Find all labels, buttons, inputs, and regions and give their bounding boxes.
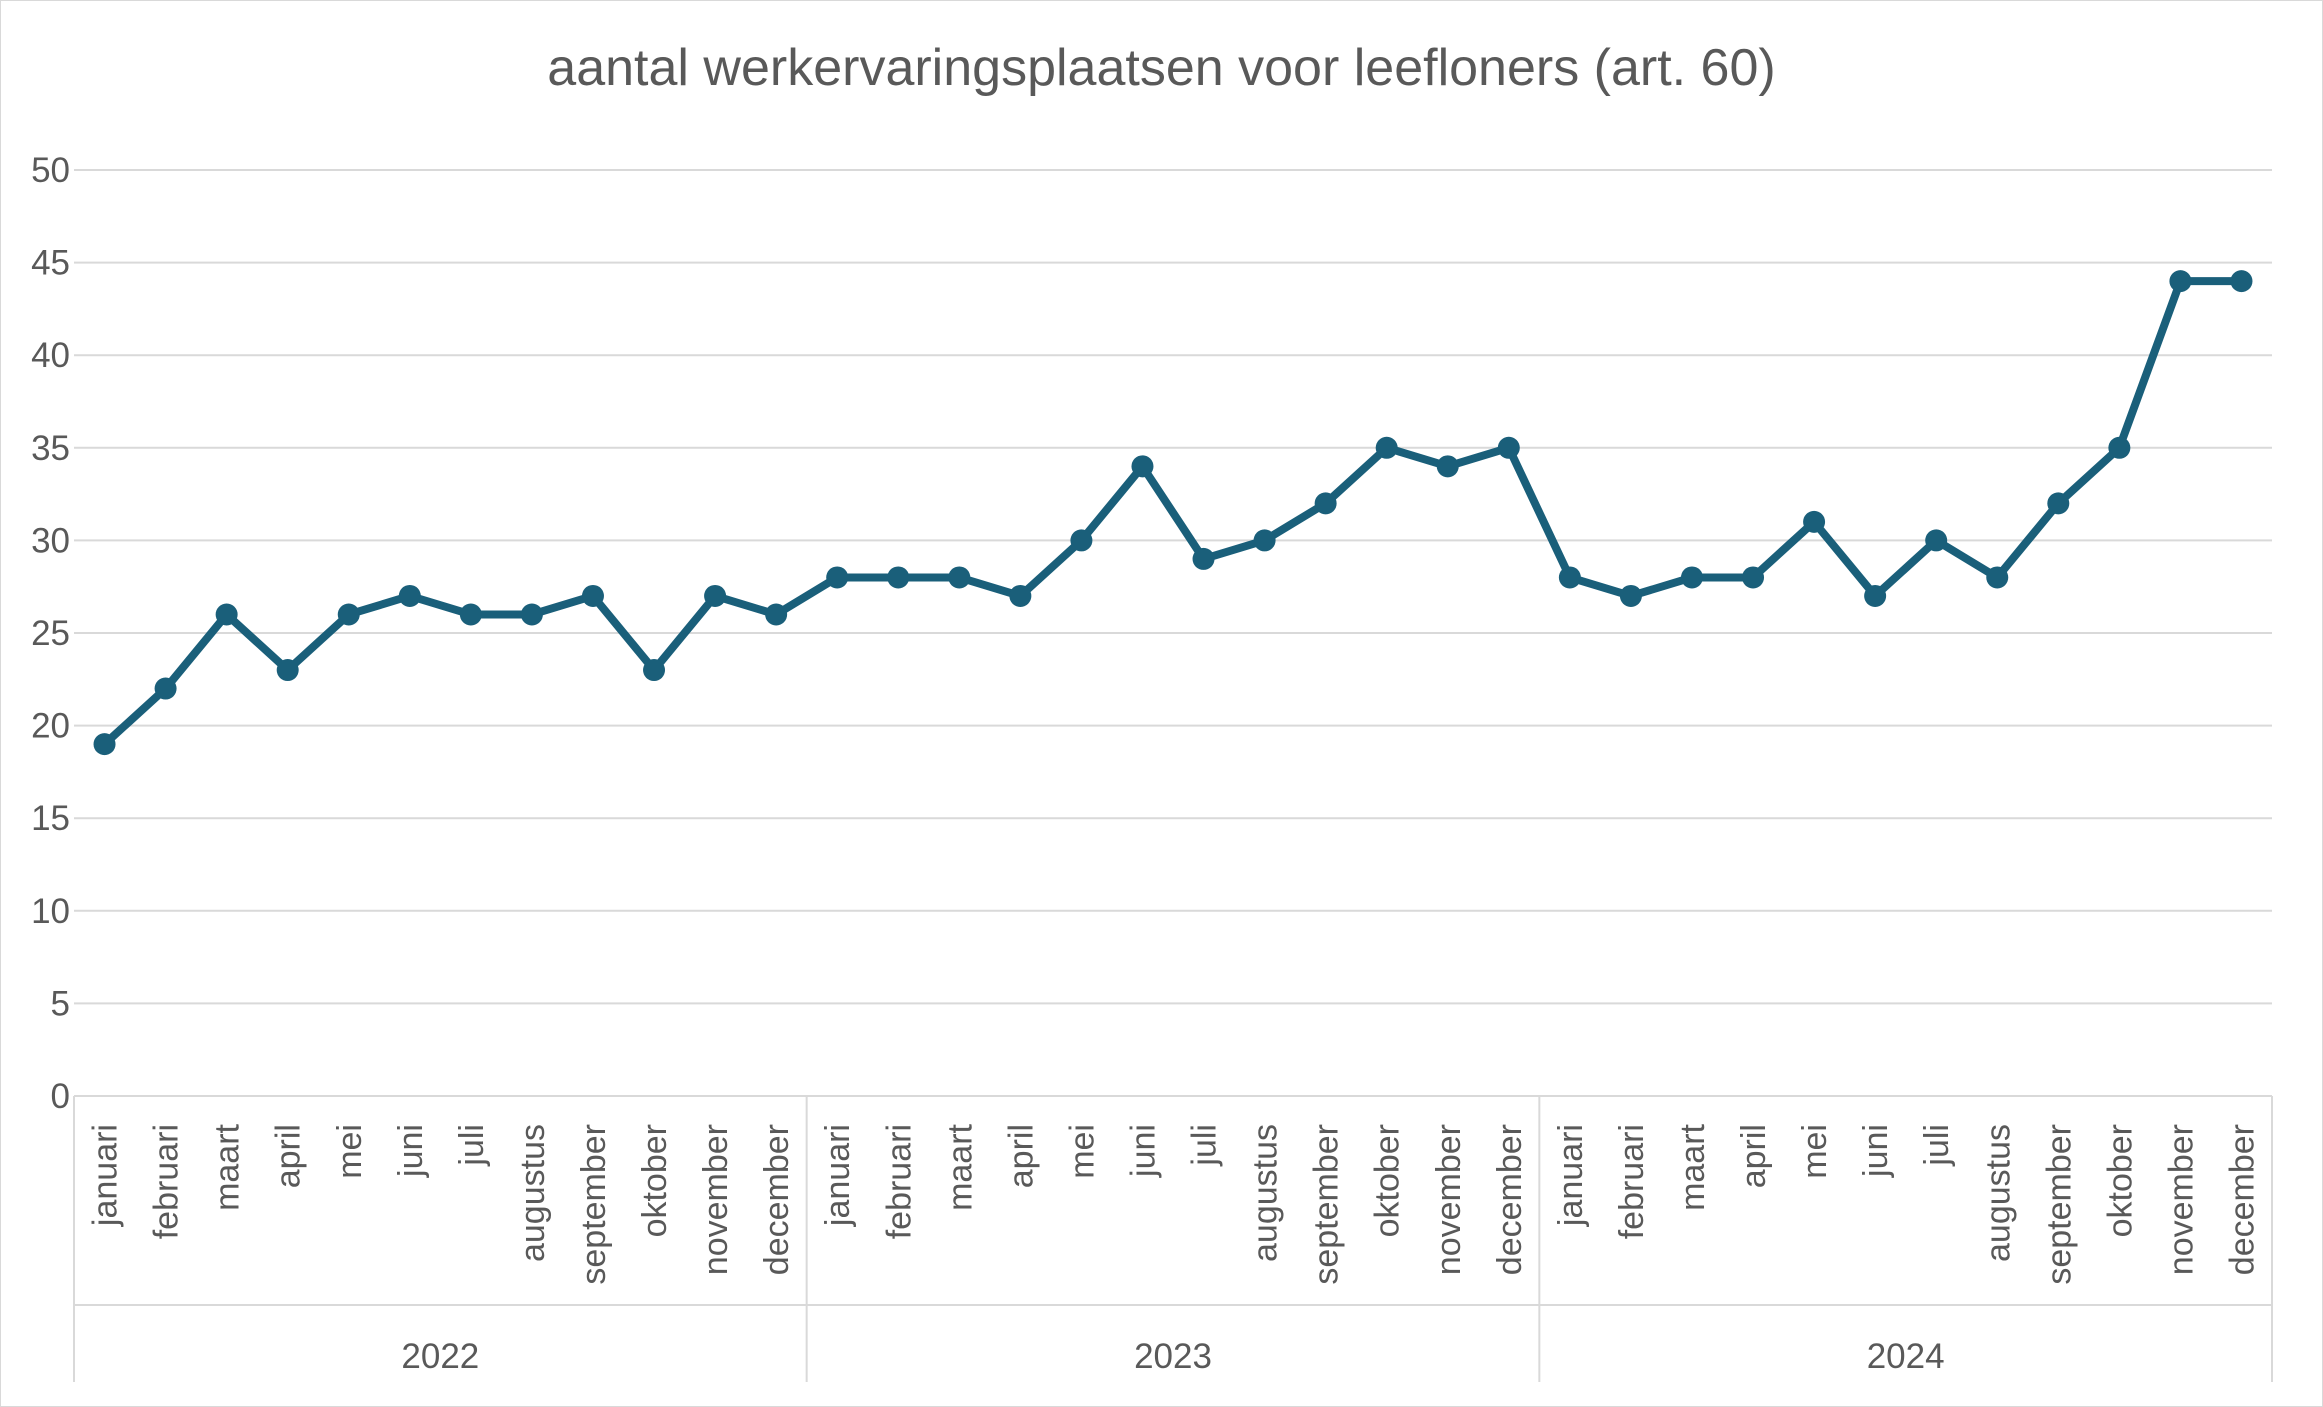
y-tick-label: 15 <box>31 799 70 838</box>
x-tick-label: juni <box>392 1124 430 1178</box>
x-tick-label: augustus <box>514 1124 552 1262</box>
data-point <box>1009 584 1032 607</box>
x-tick-label: september <box>2040 1124 2078 1285</box>
x-tick-label: juli <box>1186 1124 1224 1167</box>
x-tick-label: april <box>1002 1124 1040 1188</box>
data-point <box>1497 436 1520 459</box>
data-point <box>1436 455 1459 478</box>
data-point <box>93 733 116 756</box>
x-tick-label: december <box>2223 1124 2261 1275</box>
data-point <box>704 584 727 607</box>
data-point <box>1375 436 1398 459</box>
year-label: 2023 <box>1134 1337 1212 1376</box>
x-axis: januari februari maart april mei juni juli augu… <box>73 1095 2273 1382</box>
y-tick-label: 30 <box>31 521 70 560</box>
gridlines <box>74 169 2272 1005</box>
y-axis: 0 5 10 15 20 25 30 35 40 45 50 <box>31 151 70 1116</box>
data-point <box>1925 529 1948 552</box>
x-tick-label: september <box>1308 1124 1346 1285</box>
x-tick-label: maart <box>1674 1123 1712 1210</box>
x-tick-label: november <box>697 1124 735 1275</box>
x-tick-label: mei <box>1796 1124 1834 1179</box>
x-tick-label: april <box>1735 1124 1773 1188</box>
x-tick-label: juni <box>1857 1124 1895 1178</box>
data-point <box>1986 566 2009 589</box>
x-tick-label: april <box>270 1124 308 1188</box>
data-point <box>520 603 543 626</box>
data-point <box>1619 584 1642 607</box>
series-line <box>100 277 2246 749</box>
x-tick-label: augustus <box>1247 1124 1285 1262</box>
x-tick-label: november <box>1430 1124 1468 1275</box>
data-point <box>2047 492 2070 515</box>
x-tick-label: mei <box>1063 1124 1101 1179</box>
x-tick-label: januari <box>87 1124 125 1227</box>
x-tick-label: december <box>1491 1124 1529 1275</box>
data-point <box>1192 547 1215 570</box>
x-tick-label: oktober <box>1369 1124 1407 1237</box>
x-tick-label: november <box>2162 1124 2200 1275</box>
x-tick-label: maart <box>941 1123 979 1210</box>
y-tick-label: 20 <box>31 707 70 746</box>
data-point <box>459 603 482 626</box>
y-tick-label: 25 <box>31 614 70 653</box>
x-tick-label: januari <box>819 1124 857 1227</box>
y-tick-label: 10 <box>31 892 70 931</box>
y-tick-label: 5 <box>51 984 70 1023</box>
series <box>93 270 2253 756</box>
data-point <box>887 566 910 589</box>
x-tick-label: september <box>575 1124 613 1285</box>
data-point <box>215 603 238 626</box>
x-tick-label: juli <box>1918 1124 1956 1167</box>
data-point <box>337 603 360 626</box>
y-tick-label: 0 <box>51 1077 70 1116</box>
x-tick-label: december <box>758 1124 796 1275</box>
data-point <box>1864 584 1887 607</box>
y-tick-label: 35 <box>31 429 70 468</box>
data-point <box>765 603 788 626</box>
data-point <box>2230 270 2253 293</box>
y-tick-label: 50 <box>31 151 70 190</box>
x-tick-label: oktober <box>2101 1124 2139 1237</box>
data-point <box>1803 510 1826 533</box>
data-point <box>154 677 177 700</box>
data-point <box>398 584 421 607</box>
data-point <box>1131 455 1154 478</box>
data-point <box>1253 529 1276 552</box>
x-tick-label: juli <box>453 1124 491 1167</box>
x-tick-label: januari <box>1552 1124 1590 1227</box>
chart-title: aantal werkervaringsplaatsen voor leeflo… <box>547 39 1776 97</box>
x-tick-label: februari <box>880 1124 918 1239</box>
y-tick-label: 45 <box>31 244 70 283</box>
data-point <box>2108 436 2131 459</box>
x-tick-label: oktober <box>636 1124 674 1237</box>
x-tick-label: februari <box>148 1124 186 1239</box>
y-tick-label: 40 <box>31 336 70 375</box>
data-point <box>1558 566 1581 589</box>
x-tick-label: maart <box>209 1123 247 1210</box>
data-point <box>1314 492 1337 515</box>
data-point <box>1070 529 1093 552</box>
data-point <box>276 659 299 682</box>
data-point <box>581 584 604 607</box>
data-point <box>948 566 971 589</box>
x-tick-label: juni <box>1124 1124 1162 1178</box>
x-tick-label: februari <box>1613 1124 1651 1239</box>
data-point <box>1680 566 1703 589</box>
year-label: 2022 <box>401 1337 479 1376</box>
x-tick-label: augustus <box>1979 1124 2017 1262</box>
data-point <box>1742 566 1765 589</box>
data-point <box>2169 270 2192 293</box>
year-label: 2024 <box>1867 1337 1945 1376</box>
x-tick-label: mei <box>331 1124 369 1179</box>
data-point <box>826 566 849 589</box>
data-point <box>643 659 666 682</box>
